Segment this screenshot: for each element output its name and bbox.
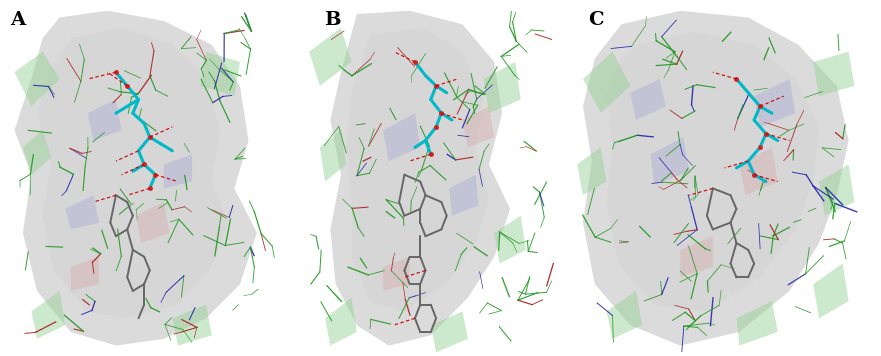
Polygon shape <box>173 305 211 346</box>
Polygon shape <box>201 52 240 96</box>
Polygon shape <box>630 79 666 120</box>
Polygon shape <box>65 195 99 229</box>
Polygon shape <box>607 291 642 339</box>
Text: C: C <box>589 11 604 29</box>
Polygon shape <box>320 130 346 182</box>
Polygon shape <box>325 298 357 346</box>
Polygon shape <box>32 291 65 339</box>
Polygon shape <box>651 137 689 185</box>
Polygon shape <box>37 28 229 318</box>
Text: B: B <box>324 11 341 29</box>
Polygon shape <box>494 216 526 263</box>
Polygon shape <box>88 100 122 141</box>
Polygon shape <box>583 11 848 346</box>
Polygon shape <box>330 11 510 346</box>
Polygon shape <box>383 257 410 291</box>
Polygon shape <box>463 106 494 147</box>
Polygon shape <box>739 147 778 195</box>
Polygon shape <box>737 301 778 346</box>
Polygon shape <box>14 11 257 346</box>
Polygon shape <box>813 52 855 96</box>
Polygon shape <box>813 263 848 318</box>
Polygon shape <box>583 52 630 113</box>
Polygon shape <box>449 175 478 216</box>
Text: A: A <box>11 11 26 29</box>
Polygon shape <box>70 257 99 291</box>
Polygon shape <box>607 31 819 312</box>
Polygon shape <box>23 130 51 175</box>
Polygon shape <box>164 154 192 188</box>
Polygon shape <box>346 28 489 312</box>
Polygon shape <box>136 202 169 243</box>
Polygon shape <box>383 113 420 161</box>
Polygon shape <box>577 147 607 195</box>
Polygon shape <box>754 79 796 127</box>
Polygon shape <box>484 62 521 113</box>
Polygon shape <box>819 164 855 216</box>
Polygon shape <box>680 236 713 277</box>
Polygon shape <box>14 52 60 106</box>
Polygon shape <box>431 312 468 352</box>
Polygon shape <box>309 28 352 86</box>
